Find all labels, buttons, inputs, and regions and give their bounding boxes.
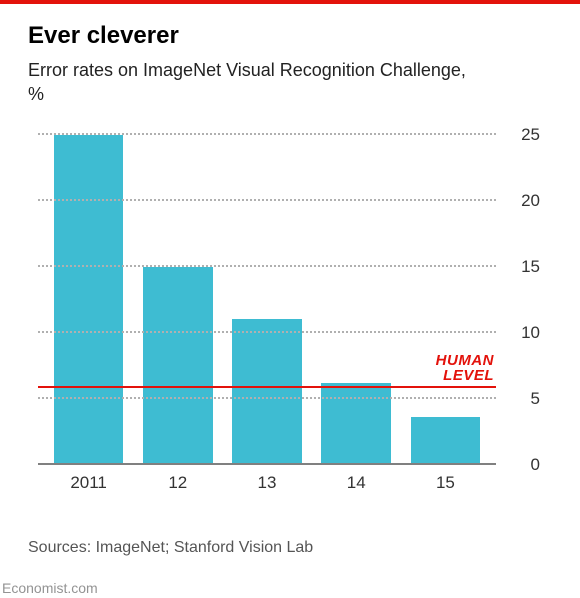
x-axis-label: 12	[133, 473, 222, 493]
y-axis-label: 15	[521, 257, 540, 277]
bar-slot: 2011	[44, 135, 133, 465]
x-axis-baseline	[38, 463, 496, 465]
human-level-label: HUMAN LEVEL	[436, 353, 494, 385]
chart-title: Ever cleverer	[28, 22, 552, 50]
x-axis-label: 14	[312, 473, 401, 493]
x-axis-label: 15	[401, 473, 490, 493]
gridline	[38, 265, 496, 267]
human-level-label-line2: LEVEL	[443, 367, 494, 384]
bar	[54, 135, 124, 465]
bar-slot: 14	[312, 135, 401, 465]
y-axis-label: 10	[521, 323, 540, 343]
chart-area: 201112131415 0510152025 HUMAN LEVEL	[28, 135, 552, 495]
bar	[143, 267, 213, 465]
human-level-line	[38, 386, 496, 388]
bar-slot: 15	[401, 135, 490, 465]
gridline	[38, 397, 496, 399]
y-axis-label: 20	[521, 191, 540, 211]
bar-slot: 13	[222, 135, 311, 465]
bars-group: 201112131415	[38, 135, 496, 465]
plot-region: 201112131415 0510152025	[38, 135, 496, 465]
chart-sources: Sources: ImageNet; Stanford Vision Lab	[28, 539, 552, 557]
chart-subtitle: Error rates on ImageNet Visual Recogniti…	[28, 58, 468, 107]
bar	[411, 417, 481, 465]
y-axis-label: 0	[531, 455, 540, 475]
bar	[232, 319, 302, 464]
bar-slot: 12	[133, 135, 222, 465]
gridline	[38, 331, 496, 333]
human-level-label-line1: HUMAN	[436, 352, 494, 369]
y-axis-label: 5	[531, 389, 540, 409]
x-axis-label: 2011	[44, 473, 133, 493]
chart-container: Ever cleverer Error rates on ImageNet Vi…	[0, 0, 580, 557]
gridline	[38, 199, 496, 201]
gridline	[38, 133, 496, 135]
y-axis-label: 25	[521, 125, 540, 145]
x-axis-label: 13	[222, 473, 311, 493]
top-rule	[0, 0, 580, 4]
bar	[321, 383, 391, 465]
watermark: Economist.com	[2, 580, 98, 596]
